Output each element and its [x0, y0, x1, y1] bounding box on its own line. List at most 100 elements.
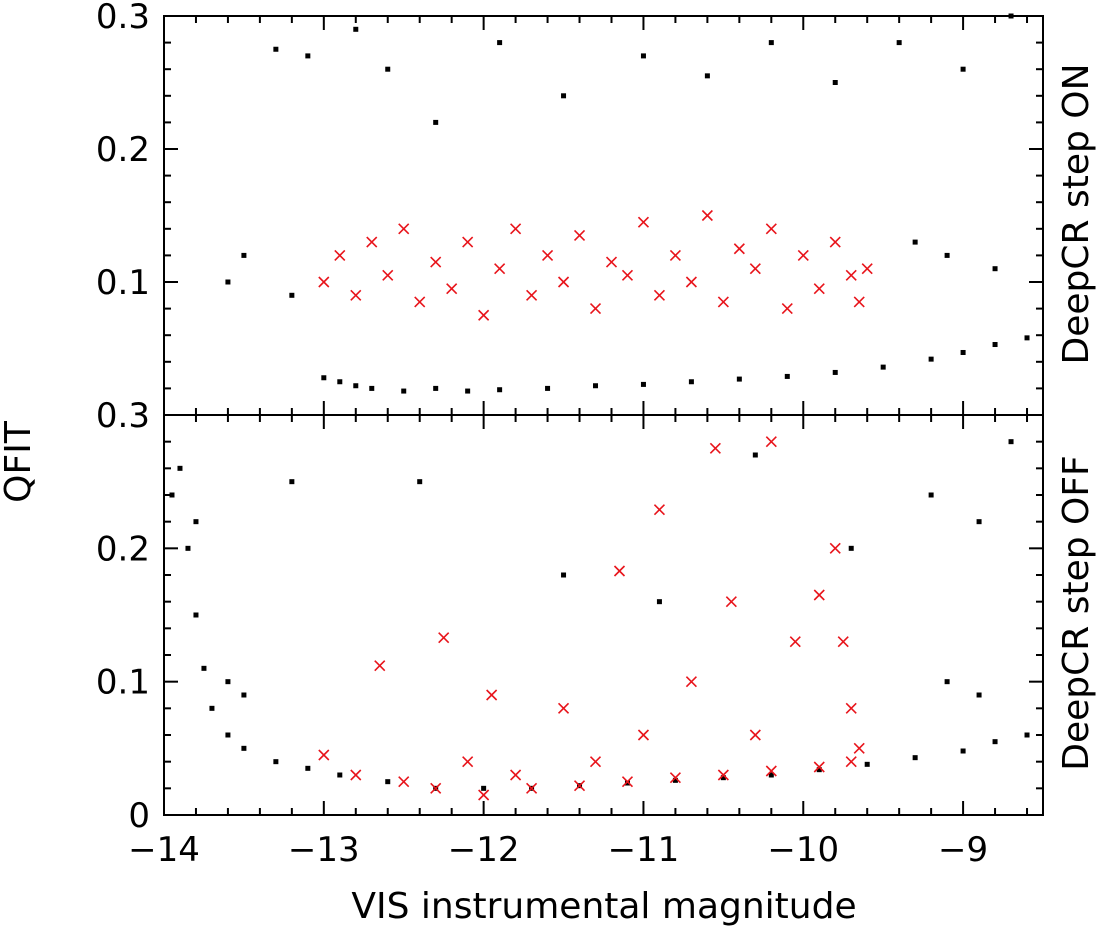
- data-point-square: [944, 252, 950, 258]
- data-point-cross: [781, 303, 793, 315]
- top-panel-side-label: DeepCR step ON: [1056, 63, 1097, 364]
- data-point-square: [880, 364, 886, 370]
- data-point-square: [241, 692, 247, 698]
- data-point-cross: [573, 780, 586, 792]
- data-point-cross: [478, 789, 490, 801]
- data-point-square: [401, 388, 407, 394]
- data-point-square: [417, 479, 423, 485]
- x-tick-label: −12: [448, 830, 520, 870]
- data-point-cross: [382, 269, 394, 281]
- data-point-cross: [789, 636, 801, 648]
- panel-frame: [163, 15, 1044, 416]
- data-point-square: [688, 379, 694, 385]
- panel-frame: [163, 414, 1044, 816]
- data-point-cross: [414, 296, 426, 308]
- y-tick-label: 0.3: [96, 396, 150, 436]
- data-point-cross: [462, 756, 474, 768]
- data-point-square: [912, 239, 918, 245]
- data-point-square: [497, 387, 503, 393]
- data-point-cross: [709, 442, 721, 454]
- data-point-square: [752, 452, 758, 458]
- data-point-square: [353, 26, 359, 32]
- data-point-square: [193, 612, 199, 618]
- data-point-cross: [701, 209, 713, 222]
- data-point-square: [640, 53, 646, 59]
- data-point-square: [864, 761, 870, 767]
- data-point-cross: [637, 729, 650, 741]
- data-point-square: [545, 385, 551, 391]
- data-point-square: [225, 279, 231, 285]
- bottom-panel: 0 0.1 0.2 0.3 −14 −13 −12 −11 −10 −9: [96, 396, 1044, 870]
- data-point-square: [896, 40, 902, 46]
- data-point-cross: [366, 236, 378, 248]
- x-tick-label: −9: [938, 830, 988, 870]
- data-point-cross: [374, 660, 386, 672]
- data-point-square: [241, 252, 247, 258]
- data-point-cross: [526, 782, 538, 794]
- data-point-square: [289, 292, 295, 298]
- data-point-square: [273, 759, 279, 765]
- data-point-square: [225, 679, 231, 685]
- data-point-cross: [605, 256, 618, 268]
- data-point-square: [816, 767, 822, 773]
- data-point-cross: [621, 776, 634, 788]
- data-point-square: [1024, 732, 1030, 738]
- y-tick-label: 0.1: [96, 663, 150, 703]
- data-point-square: [848, 545, 854, 551]
- data-point-cross: [398, 776, 410, 788]
- data-point-cross: [398, 223, 410, 235]
- data-point-cross: [318, 276, 330, 288]
- data-point-square: [185, 545, 191, 551]
- data-point-cross: [637, 216, 650, 228]
- data-point-cross: [430, 782, 442, 794]
- x-tick-label: −11: [608, 830, 680, 870]
- data-point-square: [369, 385, 375, 391]
- data-point-cross: [446, 283, 458, 295]
- data-point-square: [321, 375, 327, 381]
- data-point-square: [305, 53, 311, 59]
- data-point-square: [928, 356, 934, 362]
- data-point-square: [497, 40, 503, 46]
- data-point-square: [305, 765, 311, 771]
- data-point-square: [593, 383, 599, 389]
- data-point-square: [337, 379, 343, 385]
- data-point-square: [241, 745, 247, 751]
- data-point-square: [337, 772, 343, 778]
- data-point-square: [640, 381, 646, 387]
- data-point-square: [561, 572, 567, 578]
- data-point-square: [289, 479, 295, 485]
- data-point-square: [433, 385, 439, 391]
- data-point-square: [193, 519, 199, 525]
- data-point-square: [624, 780, 630, 786]
- data-point-cross: [669, 772, 681, 784]
- data-point-cross: [837, 636, 849, 648]
- data-point-cross: [797, 249, 809, 261]
- data-point-square: [976, 692, 982, 698]
- y-tick-label: 0: [128, 796, 150, 836]
- data-point-square: [944, 679, 950, 685]
- data-point-square: [481, 785, 487, 791]
- data-point-square: [169, 492, 175, 498]
- data-point-cross: [462, 236, 474, 248]
- data-point-square: [561, 93, 567, 99]
- data-point-square: [353, 383, 359, 389]
- data-point-cross: [853, 296, 865, 308]
- data-point-cross: [557, 276, 570, 288]
- data-point-square: [832, 80, 838, 85]
- data-point-cross: [669, 249, 681, 261]
- data-point-square: [385, 66, 391, 72]
- data-point-cross: [853, 742, 865, 754]
- data-point-cross: [510, 223, 522, 235]
- data-point-cross: [430, 256, 442, 268]
- data-point-cross: [845, 702, 857, 714]
- data-point-cross: [573, 229, 586, 242]
- data-point-cross: [861, 263, 873, 275]
- data-point-cross: [653, 289, 666, 301]
- data-point-square: [656, 599, 662, 605]
- data-point-cross: [749, 729, 761, 741]
- data-point-square: [177, 465, 183, 471]
- data-point-square: [976, 519, 982, 525]
- x-tick-label: −10: [767, 830, 839, 870]
- data-point-square: [465, 388, 471, 394]
